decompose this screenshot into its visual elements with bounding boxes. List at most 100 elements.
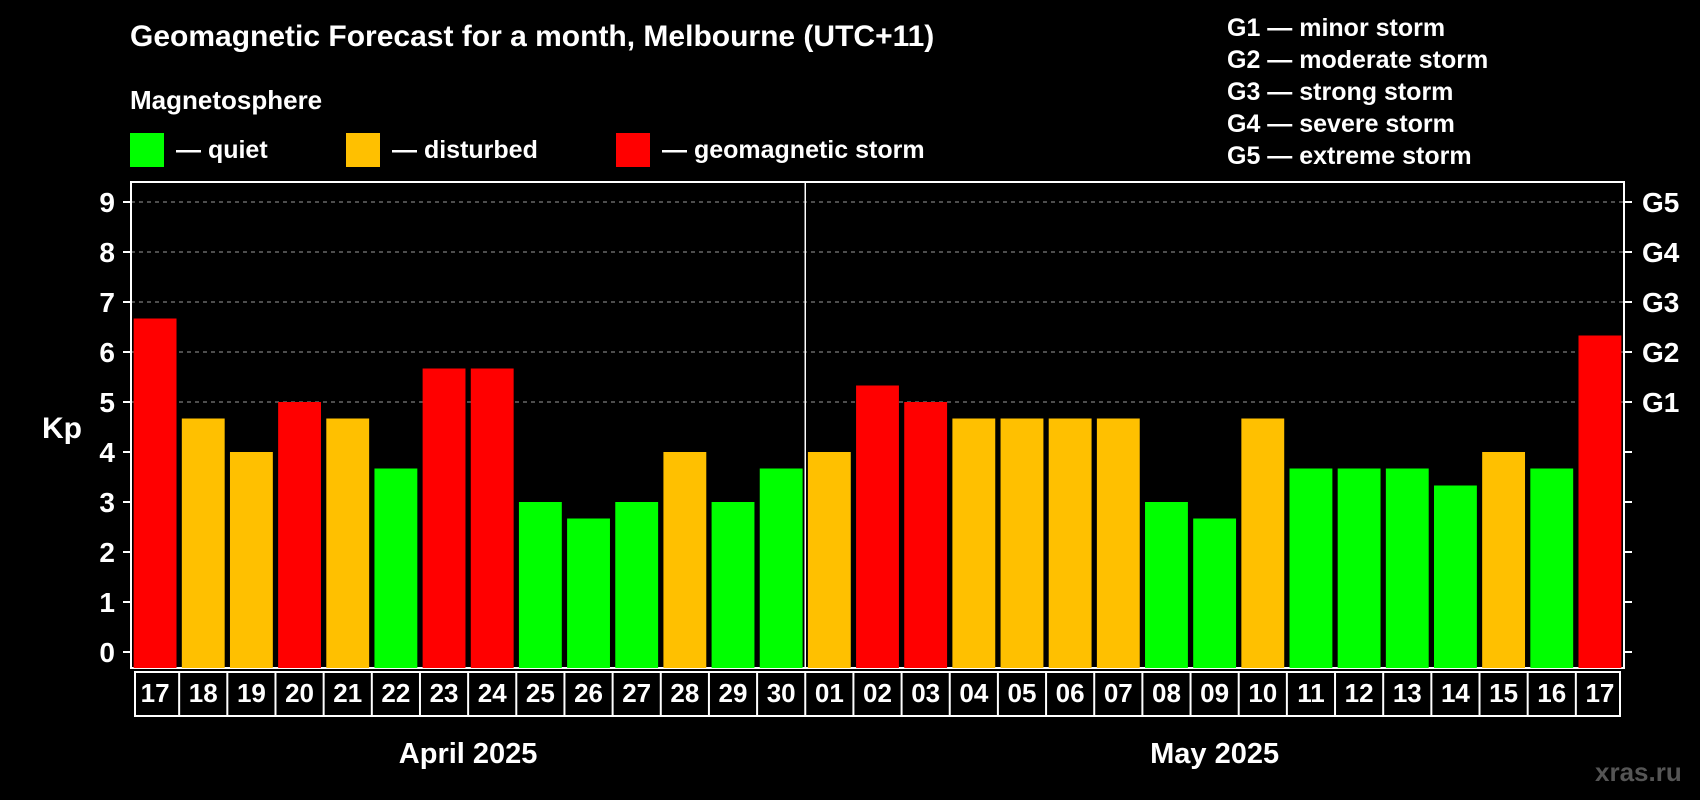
- legend-title: Magnetosphere: [130, 85, 323, 115]
- storm-level-label: G5: [1642, 187, 1679, 218]
- kp-bar: [759, 468, 803, 668]
- date-label: 19: [237, 678, 266, 708]
- storm-level-list: G1 — minor storm G2 — moderate storm G3 …: [1227, 12, 1488, 172]
- legend-swatch-disturbed: [346, 133, 380, 167]
- y-tick-label: 3: [99, 487, 115, 518]
- kp-bar: [663, 452, 707, 668]
- storm-level-g4: G4 — severe storm: [1227, 110, 1455, 138]
- legend-label-storm: — geomagnetic storm: [662, 135, 925, 164]
- kp-bar: [1578, 335, 1622, 668]
- chart-title: Geomagnetic Forecast for a month, Melbou…: [130, 20, 935, 53]
- kp-bar: [1482, 452, 1526, 668]
- date-label: 04: [959, 678, 988, 708]
- date-label: 02: [863, 678, 892, 708]
- kp-bar: [374, 468, 418, 668]
- kp-bar: [181, 418, 225, 668]
- kp-bar: [904, 402, 948, 668]
- kp-bar: [807, 452, 851, 668]
- y-tick-label: 8: [99, 237, 115, 268]
- date-label: 29: [719, 678, 748, 708]
- kp-bar: [952, 418, 996, 668]
- date-label: 17: [1585, 678, 1614, 708]
- month-label: April 2025: [399, 738, 538, 770]
- date-label: 27: [622, 678, 651, 708]
- kp-bar: [518, 502, 562, 668]
- kp-bar: [1096, 418, 1140, 668]
- kp-bar: [1000, 418, 1044, 668]
- legend-storm: — geomagnetic storm: [616, 133, 925, 167]
- kp-bar: [278, 402, 321, 668]
- storm-level-label: G4: [1642, 237, 1680, 268]
- kp-bar: [1193, 518, 1237, 668]
- y-tick-label: 9: [99, 187, 115, 218]
- date-label: 17: [141, 678, 170, 708]
- legend-label-disturbed: — disturbed: [392, 135, 538, 164]
- kp-bar: [567, 518, 610, 668]
- storm-level-label: G2: [1642, 337, 1679, 368]
- date-label: 30: [767, 678, 796, 708]
- date-label: 21: [333, 678, 362, 708]
- storm-level-label: G3: [1642, 287, 1679, 318]
- date-label: 05: [1008, 678, 1037, 708]
- watermark: xras.ru: [1595, 757, 1682, 787]
- legend-swatch-storm: [616, 133, 650, 167]
- y-tick-label: 1: [99, 587, 115, 618]
- kp-bar: [1530, 468, 1574, 668]
- kp-bar: [1289, 468, 1333, 668]
- date-label: 18: [189, 678, 218, 708]
- y-tick-label: 5: [99, 387, 115, 418]
- kp-bar: [1145, 502, 1188, 668]
- storm-level-g2: G2 — moderate storm: [1227, 46, 1489, 74]
- month-label: May 2025: [1150, 738, 1279, 770]
- date-label: 08: [1152, 678, 1181, 708]
- date-label: 25: [526, 678, 555, 708]
- legend-quiet: — quiet: [130, 133, 268, 167]
- storm-level-label: G1: [1642, 387, 1679, 418]
- date-label: 16: [1537, 678, 1566, 708]
- y-tick-label: 4: [99, 437, 115, 468]
- date-label: 14: [1441, 678, 1470, 708]
- legend-label-quiet: — quiet: [176, 135, 268, 164]
- storm-level-g5: G5 — extreme storm: [1227, 142, 1472, 170]
- date-label: 03: [911, 678, 940, 708]
- kp-bar: [856, 385, 899, 668]
- date-label: 24: [478, 678, 507, 708]
- y-tick-label: 2: [99, 537, 115, 568]
- date-label: 22: [381, 678, 410, 708]
- kp-bar: [711, 502, 755, 668]
- kp-bar: [1048, 418, 1092, 668]
- kp-bar: [1434, 485, 1477, 668]
- kp-bar: [229, 452, 273, 668]
- date-label: 12: [1345, 678, 1374, 708]
- y-tick-label: 0: [99, 637, 115, 668]
- date-label: 01: [815, 678, 844, 708]
- legend-swatch-quiet: [130, 133, 164, 167]
- y-tick-label: 7: [99, 287, 115, 318]
- date-label: 20: [285, 678, 314, 708]
- storm-level-g3: G3 — strong storm: [1227, 78, 1454, 106]
- date-label: 07: [1104, 678, 1133, 708]
- y-axis-label: Kp: [42, 412, 82, 445]
- kp-bar: [1241, 418, 1285, 668]
- legend-disturbed: — disturbed: [346, 133, 538, 167]
- date-label: 09: [1200, 678, 1229, 708]
- storm-level-g1: G1 — minor storm: [1227, 14, 1446, 42]
- date-strip: [134, 671, 1621, 717]
- date-label: 15: [1489, 678, 1518, 708]
- date-label: 13: [1393, 678, 1422, 708]
- date-label: 06: [1056, 678, 1085, 708]
- kp-bar: [615, 502, 659, 668]
- date-label: 28: [670, 678, 699, 708]
- kp-bar: [470, 368, 514, 668]
- kp-bar: [422, 368, 466, 668]
- date-label: 11: [1297, 678, 1325, 708]
- date-label: 23: [430, 678, 459, 708]
- date-label: 26: [574, 678, 603, 708]
- y-tick-label: 6: [99, 337, 115, 368]
- kp-bar: [1337, 468, 1381, 668]
- date-label: 10: [1248, 678, 1277, 708]
- kp-bar: [133, 318, 177, 668]
- kp-bar: [1385, 468, 1429, 668]
- kp-bar: [326, 418, 370, 668]
